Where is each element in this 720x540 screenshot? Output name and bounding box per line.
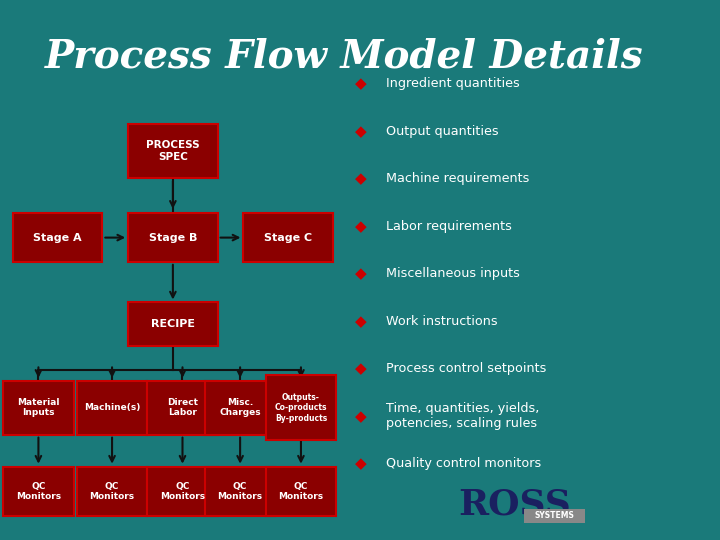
FancyBboxPatch shape bbox=[77, 381, 148, 435]
FancyBboxPatch shape bbox=[205, 467, 275, 516]
Text: Stage C: Stage C bbox=[264, 233, 312, 242]
FancyBboxPatch shape bbox=[148, 467, 217, 516]
Text: Labor requirements: Labor requirements bbox=[386, 220, 512, 233]
Text: Process control setpoints: Process control setpoints bbox=[386, 362, 546, 375]
FancyBboxPatch shape bbox=[148, 381, 217, 435]
FancyBboxPatch shape bbox=[243, 213, 333, 262]
Text: RECIPE: RECIPE bbox=[151, 319, 195, 329]
Text: Machine requirements: Machine requirements bbox=[386, 172, 529, 185]
Text: Stage B: Stage B bbox=[149, 233, 197, 242]
Text: Process Flow Model Details: Process Flow Model Details bbox=[45, 38, 644, 76]
FancyBboxPatch shape bbox=[128, 302, 217, 346]
Text: QC
Monitors: QC Monitors bbox=[160, 482, 205, 501]
FancyBboxPatch shape bbox=[266, 375, 336, 440]
FancyBboxPatch shape bbox=[3, 381, 73, 435]
FancyBboxPatch shape bbox=[266, 467, 336, 516]
FancyBboxPatch shape bbox=[128, 124, 217, 178]
Text: Quality control monitors: Quality control monitors bbox=[386, 457, 541, 470]
Text: PROCESS
SPEC: PROCESS SPEC bbox=[146, 140, 199, 162]
FancyBboxPatch shape bbox=[205, 381, 275, 435]
Text: Ingredient quantities: Ingredient quantities bbox=[386, 77, 520, 90]
Text: Output quantities: Output quantities bbox=[386, 125, 499, 138]
Text: ◆: ◆ bbox=[356, 361, 367, 376]
Text: ◆: ◆ bbox=[356, 314, 367, 329]
Text: Outputs-
Co-products
By-products: Outputs- Co-products By-products bbox=[275, 393, 327, 423]
Text: ◆: ◆ bbox=[356, 124, 367, 139]
Text: Machine(s): Machine(s) bbox=[84, 403, 140, 412]
FancyBboxPatch shape bbox=[128, 213, 217, 262]
FancyBboxPatch shape bbox=[77, 467, 148, 516]
Text: Direct
Labor: Direct Labor bbox=[167, 398, 198, 417]
Text: ◆: ◆ bbox=[356, 171, 367, 186]
Text: SYSTEMS: SYSTEMS bbox=[534, 511, 574, 521]
Text: ◆: ◆ bbox=[356, 266, 367, 281]
FancyBboxPatch shape bbox=[3, 467, 73, 516]
Text: Time, quantities, yields,
potencies, scaling rules: Time, quantities, yields, potencies, sca… bbox=[386, 402, 539, 430]
Text: Miscellaneous inputs: Miscellaneous inputs bbox=[386, 267, 520, 280]
Text: ◆: ◆ bbox=[356, 456, 367, 471]
Text: ◆: ◆ bbox=[356, 76, 367, 91]
Text: QC
Monitors: QC Monitors bbox=[279, 482, 323, 501]
Text: ◆: ◆ bbox=[356, 219, 367, 234]
Text: ROSS: ROSS bbox=[458, 488, 570, 522]
Text: QC
Monitors: QC Monitors bbox=[217, 482, 263, 501]
Text: QC
Monitors: QC Monitors bbox=[89, 482, 135, 501]
Text: ◆: ◆ bbox=[356, 409, 367, 424]
Text: Material
Inputs: Material Inputs bbox=[17, 398, 60, 417]
Text: Misc.
Charges: Misc. Charges bbox=[220, 398, 261, 417]
Text: Work instructions: Work instructions bbox=[386, 315, 498, 328]
Text: Stage A: Stage A bbox=[33, 233, 82, 242]
Text: QC
Monitors: QC Monitors bbox=[16, 482, 61, 501]
FancyBboxPatch shape bbox=[13, 213, 102, 262]
FancyBboxPatch shape bbox=[523, 509, 585, 523]
